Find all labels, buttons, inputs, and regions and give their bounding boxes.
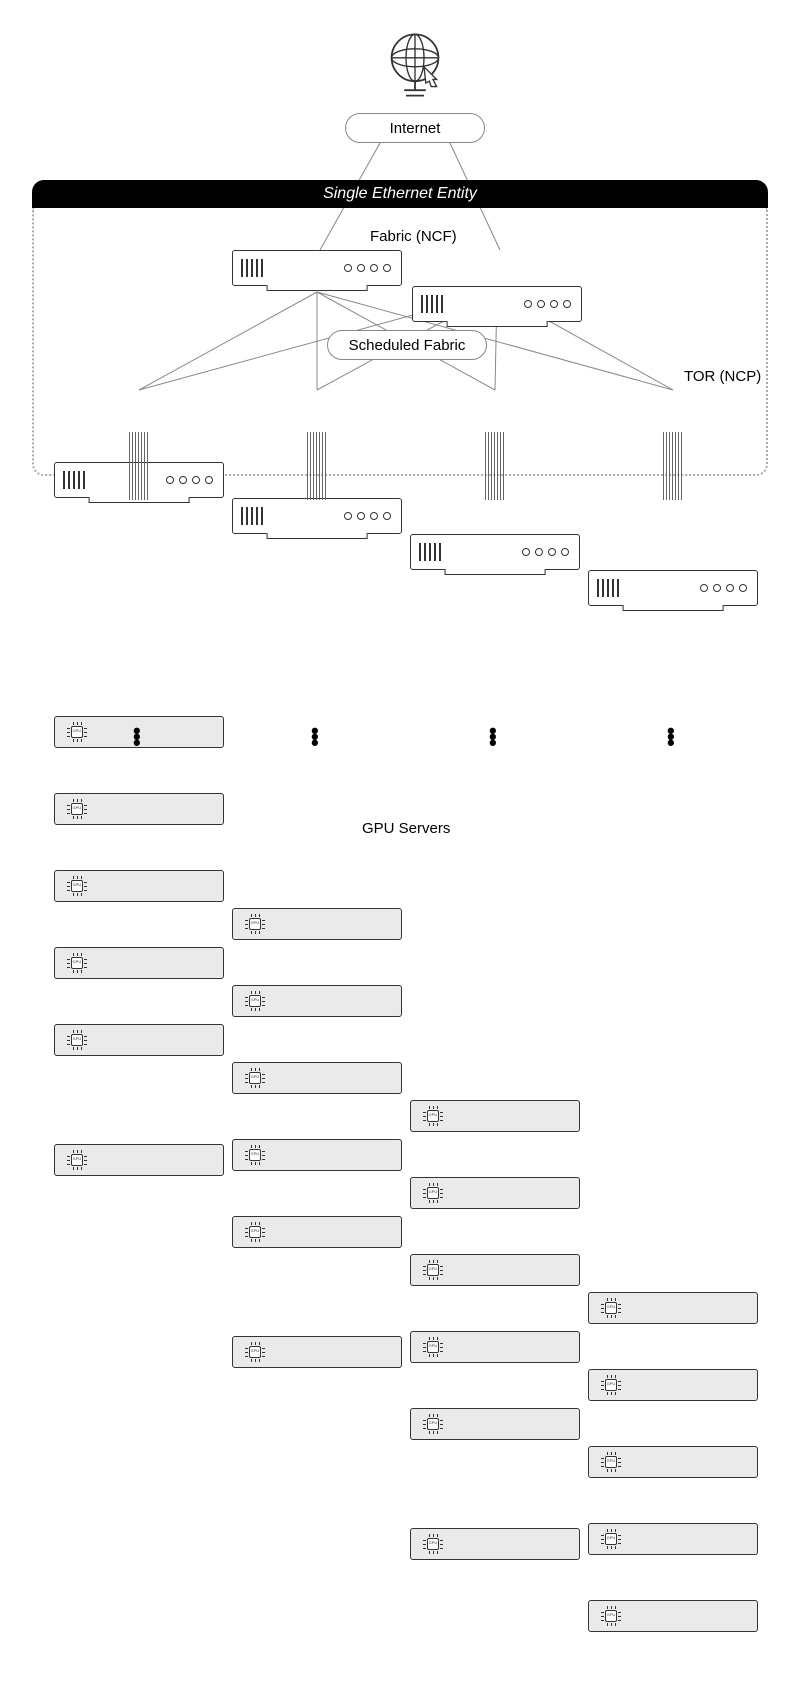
gpu-server: GPU (588, 1369, 758, 1401)
gpu-chip-icon: GPU (67, 876, 87, 896)
gpu-chip-icon: GPU (423, 1414, 443, 1434)
gpu-server: GPU (410, 1331, 580, 1363)
fabric-switch-1 (412, 286, 582, 322)
gpu-server: GPU (54, 716, 224, 748)
gpu-server: GPU (588, 1523, 758, 1555)
entity-title: Single Ethernet Entity (323, 185, 477, 202)
fabric-switch-0 (232, 250, 402, 286)
gpu-server: GPU (410, 1100, 580, 1132)
ellipsis-icon: ••• (489, 728, 495, 746)
gpu-server: GPU (232, 1336, 402, 1368)
gpu-chip-icon: GPU (245, 1222, 265, 1242)
gpu-server: GPU (410, 1177, 580, 1209)
gpu-chip-icon: GPU (601, 1298, 621, 1318)
server-cables (663, 432, 682, 500)
internet-label: Internet (345, 113, 485, 143)
gpu-chip-icon: GPU (67, 799, 87, 819)
gpu-server: GPU (588, 1600, 758, 1632)
gpu-server: GPU (54, 1144, 224, 1176)
gpu-server: GPU (54, 947, 224, 979)
gpu-server: GPU (54, 793, 224, 825)
gpu-server: GPU (232, 1139, 402, 1171)
gpu-chip-icon: GPU (245, 1068, 265, 1088)
gpu-server: GPU (54, 1024, 224, 1056)
gpu-server: GPU (54, 870, 224, 902)
tor-switch-1 (232, 498, 402, 534)
server-cables (307, 432, 326, 500)
gpu-chip-icon: GPU (423, 1183, 443, 1203)
tor-switch-2 (410, 534, 580, 570)
gpu-chip-icon: GPU (67, 1030, 87, 1050)
gpu-server: GPU (410, 1254, 580, 1286)
entity-header: Single Ethernet Entity (32, 180, 768, 208)
gpu-server: GPU (232, 1216, 402, 1248)
gpu-server: GPU (410, 1408, 580, 1440)
gpu-chip-icon: GPU (245, 914, 265, 934)
gpu-chip-icon: GPU (601, 1529, 621, 1549)
gpu-server: GPU (588, 1446, 758, 1478)
scheduled-text: Scheduled Fabric (349, 337, 466, 354)
gpu-chip-icon: GPU (245, 1145, 265, 1165)
gpu-servers-title: GPU Servers (362, 820, 450, 837)
ellipsis-icon: ••• (133, 728, 139, 746)
gpu-chip-icon: GPU (67, 1150, 87, 1170)
gpu-chip-icon: GPU (423, 1260, 443, 1280)
gpu-chip-icon: GPU (601, 1375, 621, 1395)
gpu-chip-icon: GPU (67, 953, 87, 973)
gpu-chip-icon: GPU (67, 722, 87, 742)
gpu-chip-icon: GPU (245, 991, 265, 1011)
internet-text: Internet (390, 120, 441, 137)
ellipsis-icon: ••• (311, 728, 317, 746)
server-cables (129, 432, 148, 500)
gpu-server: GPU (232, 908, 402, 940)
ellipsis-icon: ••• (667, 728, 673, 746)
gpu-server: GPU (232, 985, 402, 1017)
gpu-chip-icon: GPU (423, 1337, 443, 1357)
scheduled-fabric-label: Scheduled Fabric (327, 330, 487, 360)
tor-switch-3 (588, 570, 758, 606)
globe-icon (388, 30, 442, 105)
gpu-server: GPU (232, 1062, 402, 1094)
gpu-server: GPU (588, 1292, 758, 1324)
gpu-chip-icon: GPU (601, 1452, 621, 1472)
fabric-title: Fabric (NCF) (370, 228, 457, 245)
gpu-chip-icon: GPU (601, 1606, 621, 1626)
server-cables (485, 432, 504, 500)
gpu-chip-icon: GPU (245, 1342, 265, 1362)
gpu-chip-icon: GPU (423, 1534, 443, 1554)
gpu-chip-icon: GPU (423, 1106, 443, 1126)
gpu-server: GPU (410, 1528, 580, 1560)
tor-title: TOR (NCP) (684, 368, 761, 385)
